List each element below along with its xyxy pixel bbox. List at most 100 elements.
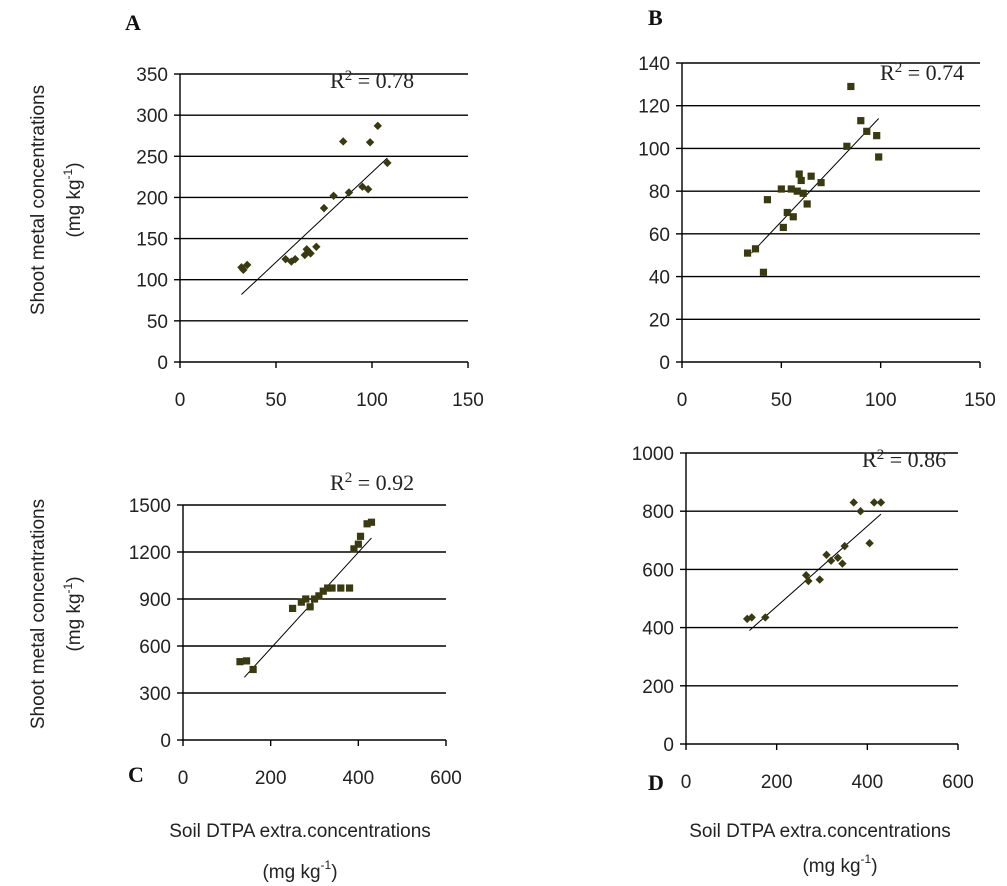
panel-c-xtick-label: 0: [178, 768, 189, 789]
panel-c-point: [288, 604, 297, 612]
panel-c-ytick-label: 1200: [129, 543, 171, 564]
panel-c-ytick-label: 900: [139, 590, 171, 611]
panel-d-point: [747, 613, 756, 622]
panel-a-r2-label: R2 = 0.78: [330, 68, 414, 93]
panel-b-letter: B: [648, 5, 663, 30]
panel-b-point: [875, 153, 883, 161]
panel-c-point: [354, 540, 362, 548]
panel-b-point: [789, 213, 797, 221]
panel-c-ytick-label: 0: [160, 731, 171, 752]
panel-d-ytick-label: 600: [642, 560, 674, 581]
panel-a-ytick-label: 250: [136, 147, 168, 168]
panel-b-ytick-label: 140: [638, 54, 670, 75]
panel-b-point: [873, 132, 881, 140]
panel-d-xtick-label: 200: [761, 772, 793, 793]
panel-b-ytick-label: 120: [638, 97, 670, 118]
panel-a-ytick-label: 300: [136, 106, 168, 127]
panel-c-point: [315, 592, 323, 600]
panel-b-ytick-label: 60: [649, 225, 670, 246]
panel-b-point: [795, 170, 803, 178]
panel-d-xtick-label: 400: [851, 772, 883, 793]
panel-d-point: [815, 575, 824, 584]
panel-a-point: [365, 138, 375, 147]
xlabel-line2-right: (mg kg-1): [802, 852, 877, 877]
panel-d-ytick-label: 0: [663, 735, 674, 756]
panel-a-point: [319, 203, 329, 213]
panel-a-xtick-label: 0: [175, 390, 186, 411]
panel-a-point: [237, 263, 246, 272]
panel-d-point: [849, 498, 858, 507]
panel-a-point: [306, 249, 315, 258]
panel-b-trendline: [751, 118, 880, 254]
panel-b-ytick-label: 20: [649, 310, 670, 331]
ylabel-line2-top: (mg kg-1): [61, 162, 85, 237]
panel-c-point: [356, 532, 365, 540]
panel-a-point: [329, 191, 338, 200]
panel-b-point: [857, 117, 865, 125]
panel-a-trendline: [241, 157, 388, 295]
panel-c-point: [367, 518, 376, 526]
panel-c-ytick-label: 600: [139, 637, 171, 658]
panel-a-ytick-label: 150: [136, 230, 168, 251]
panel-d-r2-label: R2 = 0.86: [862, 447, 946, 472]
panel-b-point: [797, 176, 805, 185]
ylabel-line1-top: Shoot metal concentrations: [28, 85, 49, 315]
panel-d: 0 200 400 600 800 1000 0 200 400 600 D R2 = 0.86: [632, 444, 974, 795]
panel-c-point: [236, 658, 244, 666]
panel-c-letter: C: [128, 762, 144, 787]
panel-c-point: [350, 545, 358, 553]
xlabel-line2-left: (mg kg-1): [262, 858, 337, 883]
panel-a-ytick-label: 50: [147, 312, 168, 333]
panel-a-point: [363, 185, 373, 194]
panel-a-ytick-label: 350: [136, 65, 168, 86]
panel-c-ytick-label: 1500: [129, 496, 171, 517]
panel-b-point: [793, 187, 801, 195]
panel-d-xtick-label: 600: [942, 772, 974, 793]
panel-b-point: [779, 223, 787, 232]
panel-b-point: [759, 268, 768, 276]
panel-c-point: [310, 595, 319, 603]
panel-c-point: [242, 657, 251, 665]
panel-b-xtick-label: 0: [677, 390, 688, 411]
panel-c-point: [319, 587, 327, 595]
panel-b-ytick-label: 40: [649, 268, 670, 289]
panel-d-point: [840, 541, 849, 551]
panel-d-point: [822, 550, 831, 560]
panel-d-point: [856, 507, 865, 516]
panel-b-r2-label: R2 = 0.74: [880, 60, 964, 85]
panel-d-ytick-label: 1000: [632, 444, 674, 465]
panel-b-point: [799, 189, 807, 197]
xlabel-line1-right: Soil DTPA extra.concentrations: [689, 821, 951, 842]
panel-c-point: [337, 584, 345, 592]
panel-c-point: [249, 665, 257, 674]
panel-c-ytick-label: 300: [139, 684, 171, 705]
panel-a-point: [344, 188, 354, 197]
panel-b-point: [783, 208, 791, 217]
panel-d-point: [801, 571, 811, 580]
panel-b-point: [777, 185, 785, 193]
panel-d-point: [865, 539, 874, 548]
panel-d-point: [761, 613, 770, 622]
xlabel-line1-left: Soil DTPA extra.concentrations: [169, 821, 431, 842]
panel-c-xtick-label: 400: [342, 768, 374, 789]
panel-b-point: [817, 179, 825, 187]
panel-b-xtick-label: 150: [964, 390, 996, 411]
panel-a-point: [339, 137, 348, 146]
panel-b-point: [847, 82, 855, 91]
panel-b-point: [751, 245, 760, 253]
panel-d-point: [833, 553, 843, 562]
panel-a-xtick-label: 50: [265, 390, 286, 411]
panel-c-point: [306, 603, 314, 611]
panel-d-point: [838, 559, 847, 568]
panel-a-ytick-label: 0: [157, 353, 168, 374]
panel-a-point: [383, 158, 392, 168]
panel-b-ytick-label: 100: [638, 139, 670, 160]
panel-b-point: [743, 249, 752, 257]
panel-b-point: [763, 196, 772, 204]
panel-b-xtick-label: 50: [771, 390, 792, 411]
panel-a-point: [243, 260, 252, 270]
panel-a-point: [239, 265, 248, 275]
panel-b-xtick-label: 100: [865, 390, 897, 411]
